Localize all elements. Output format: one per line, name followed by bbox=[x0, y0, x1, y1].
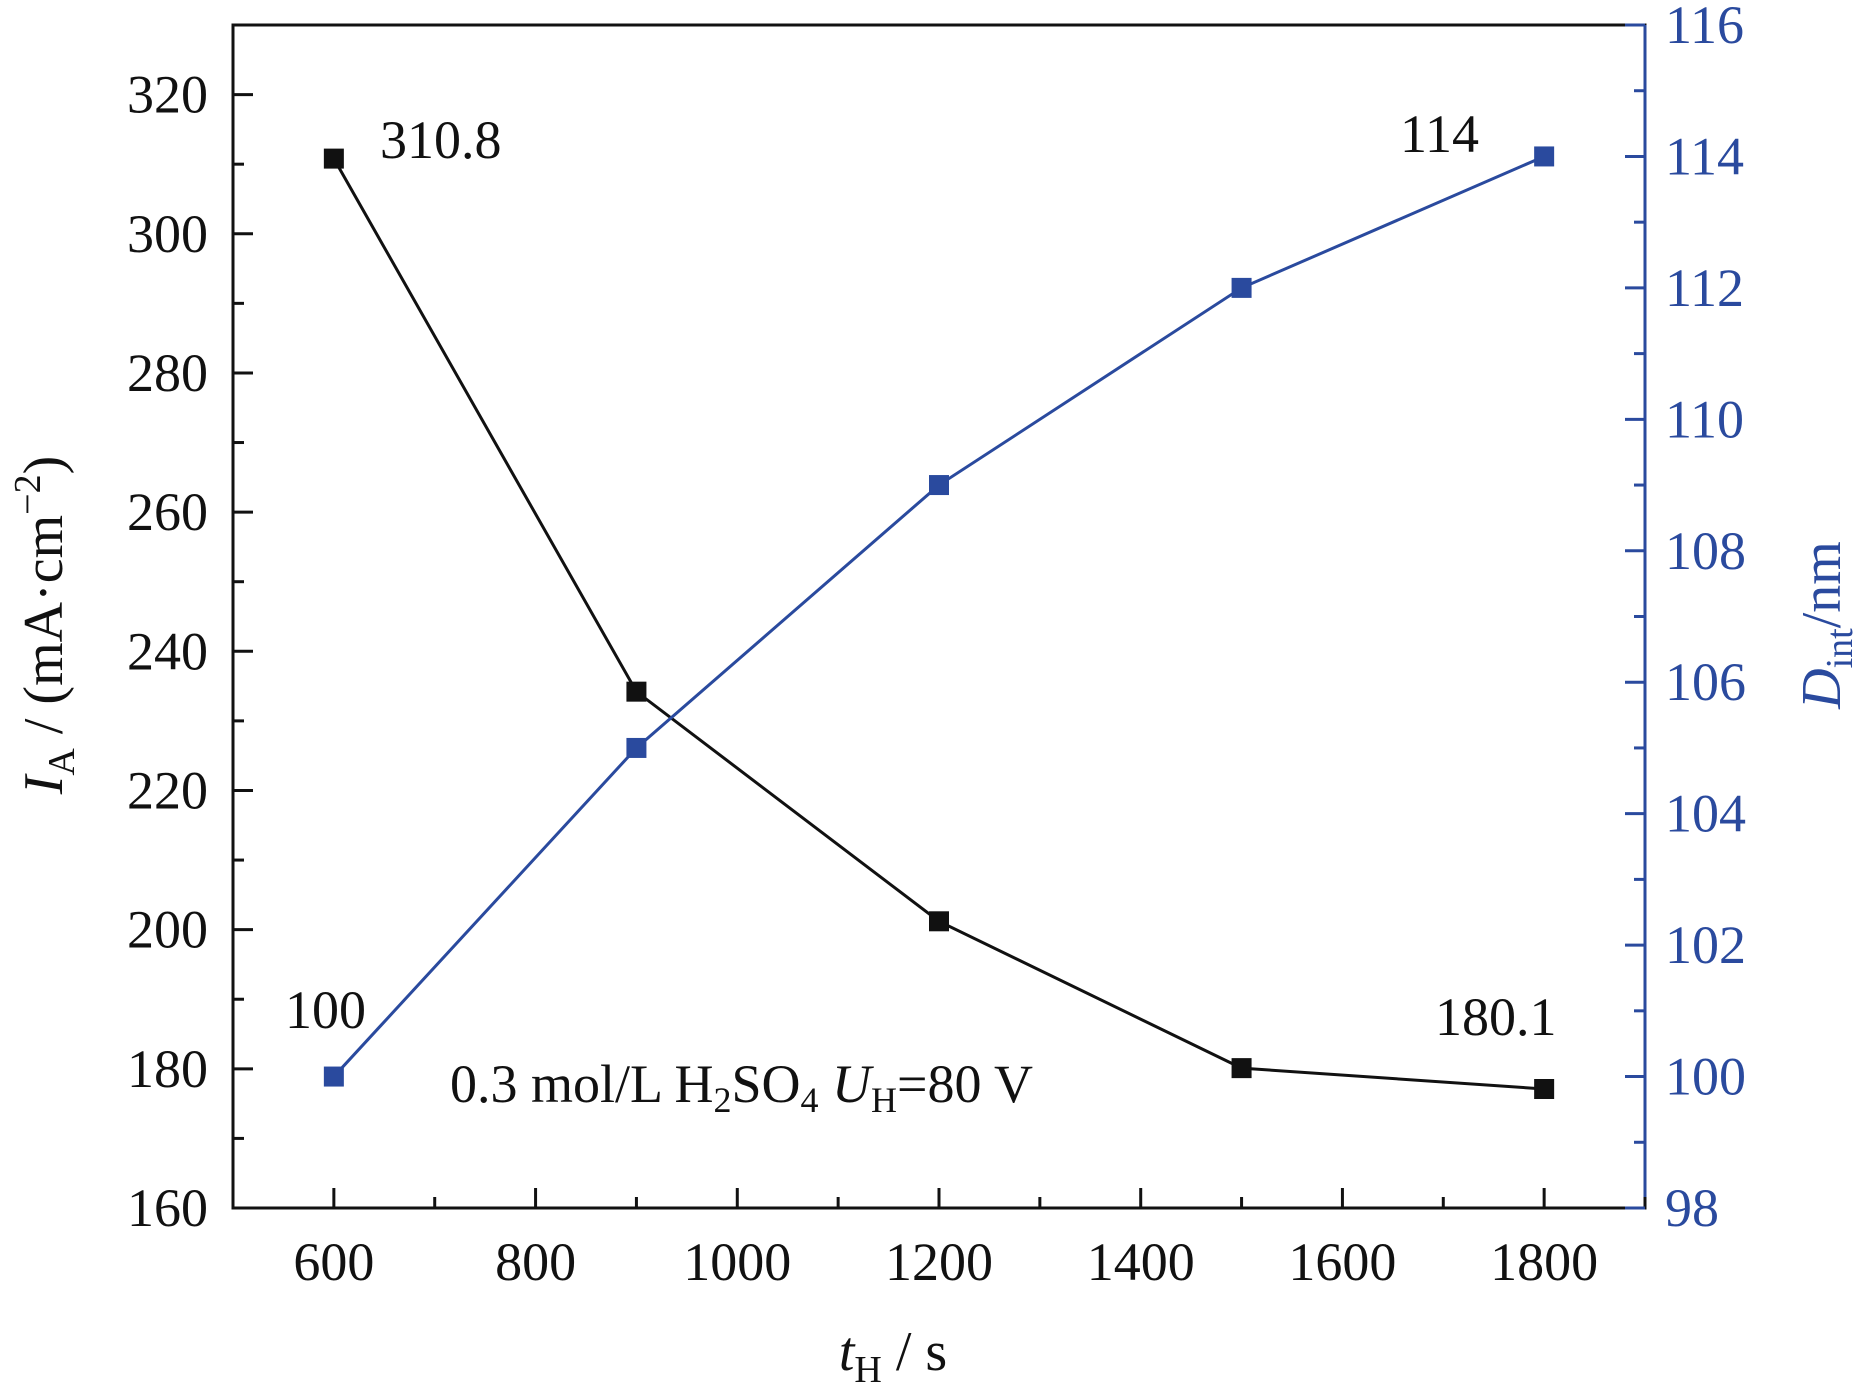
x-tick-label: 800 bbox=[495, 1232, 576, 1292]
interpore-distance-point bbox=[1231, 277, 1252, 298]
annotation-right-start: 100 bbox=[285, 980, 366, 1040]
series-layer bbox=[323, 146, 1555, 1100]
interpore-distance-point bbox=[929, 475, 949, 496]
x-tick-label: 600 bbox=[293, 1232, 374, 1292]
right-y-tick-label: 106 bbox=[1665, 652, 1746, 712]
annotation-left-end: 180.1 bbox=[1435, 987, 1557, 1047]
right-y-tick-label: 104 bbox=[1665, 784, 1746, 844]
x-tick-label: 1400 bbox=[1087, 1232, 1195, 1292]
annotation-right-end: 114 bbox=[1400, 104, 1479, 164]
current-density-point bbox=[323, 148, 344, 169]
right-y-tick-label: 116 bbox=[1665, 0, 1744, 55]
left-y-axis-ticks: 160 180 200 220 240 260 280 300 320 bbox=[127, 23, 253, 1238]
current-density-point bbox=[626, 681, 647, 702]
left-y-tick-label: 220 bbox=[127, 760, 208, 820]
x-tick-label: 1800 bbox=[1490, 1232, 1598, 1292]
current-density-point bbox=[929, 911, 949, 932]
plot-frame bbox=[231, 23, 1647, 1210]
current-density-point bbox=[1534, 1079, 1555, 1100]
annotation-left-start: 310.8 bbox=[380, 110, 502, 170]
left-y-tick-label: 320 bbox=[127, 65, 208, 125]
x-tick-label: 1600 bbox=[1288, 1232, 1396, 1292]
right-y-tick-label: 114 bbox=[1665, 126, 1744, 186]
interpore-distance-point bbox=[323, 1066, 344, 1087]
right-y-tick-label: 100 bbox=[1665, 1047, 1746, 1107]
condition-label: 0.3 mol/L H2SO4 UH=80 V bbox=[450, 1054, 1033, 1120]
interpore-distance-point bbox=[626, 737, 647, 758]
left-y-tick-label: 240 bbox=[127, 621, 208, 681]
left-y-tick-label: 180 bbox=[127, 1039, 208, 1099]
left-y-tick-label: 200 bbox=[127, 900, 208, 960]
left-y-tick-label: 160 bbox=[127, 1178, 208, 1238]
left-y-axis-title: IA / (mA·cm−2) bbox=[7, 456, 83, 795]
right-y-tick-label: 98 bbox=[1665, 1178, 1719, 1238]
x-axis-ticks: 600 800 1000 1200 1400 1600 1800 bbox=[231, 1188, 1647, 1292]
interpore-distance-point bbox=[1534, 146, 1555, 167]
x-tick-label: 1200 bbox=[885, 1232, 993, 1292]
current-density-point bbox=[1231, 1058, 1252, 1079]
left-y-tick-label: 300 bbox=[127, 204, 208, 264]
current-density-series-line bbox=[332, 157, 1545, 1091]
right-y-tick-label: 112 bbox=[1665, 258, 1744, 318]
right-y-tick-label: 102 bbox=[1665, 915, 1746, 975]
interpore-distance-series-line bbox=[332, 155, 1545, 1078]
x-axis-title: tH / s bbox=[839, 1321, 947, 1382]
left-y-tick-label: 260 bbox=[127, 482, 208, 542]
right-y-axis-ticks: 98 100 102 104 106 108 110 112 114 116 bbox=[1625, 0, 1746, 1238]
right-y-tick-label: 110 bbox=[1665, 389, 1744, 449]
x-tick-label: 1000 bbox=[683, 1232, 791, 1292]
right-y-axis-title: Dint/nm bbox=[1791, 541, 1853, 710]
left-y-tick-label: 280 bbox=[127, 343, 208, 403]
right-y-tick-label: 108 bbox=[1665, 521, 1746, 581]
